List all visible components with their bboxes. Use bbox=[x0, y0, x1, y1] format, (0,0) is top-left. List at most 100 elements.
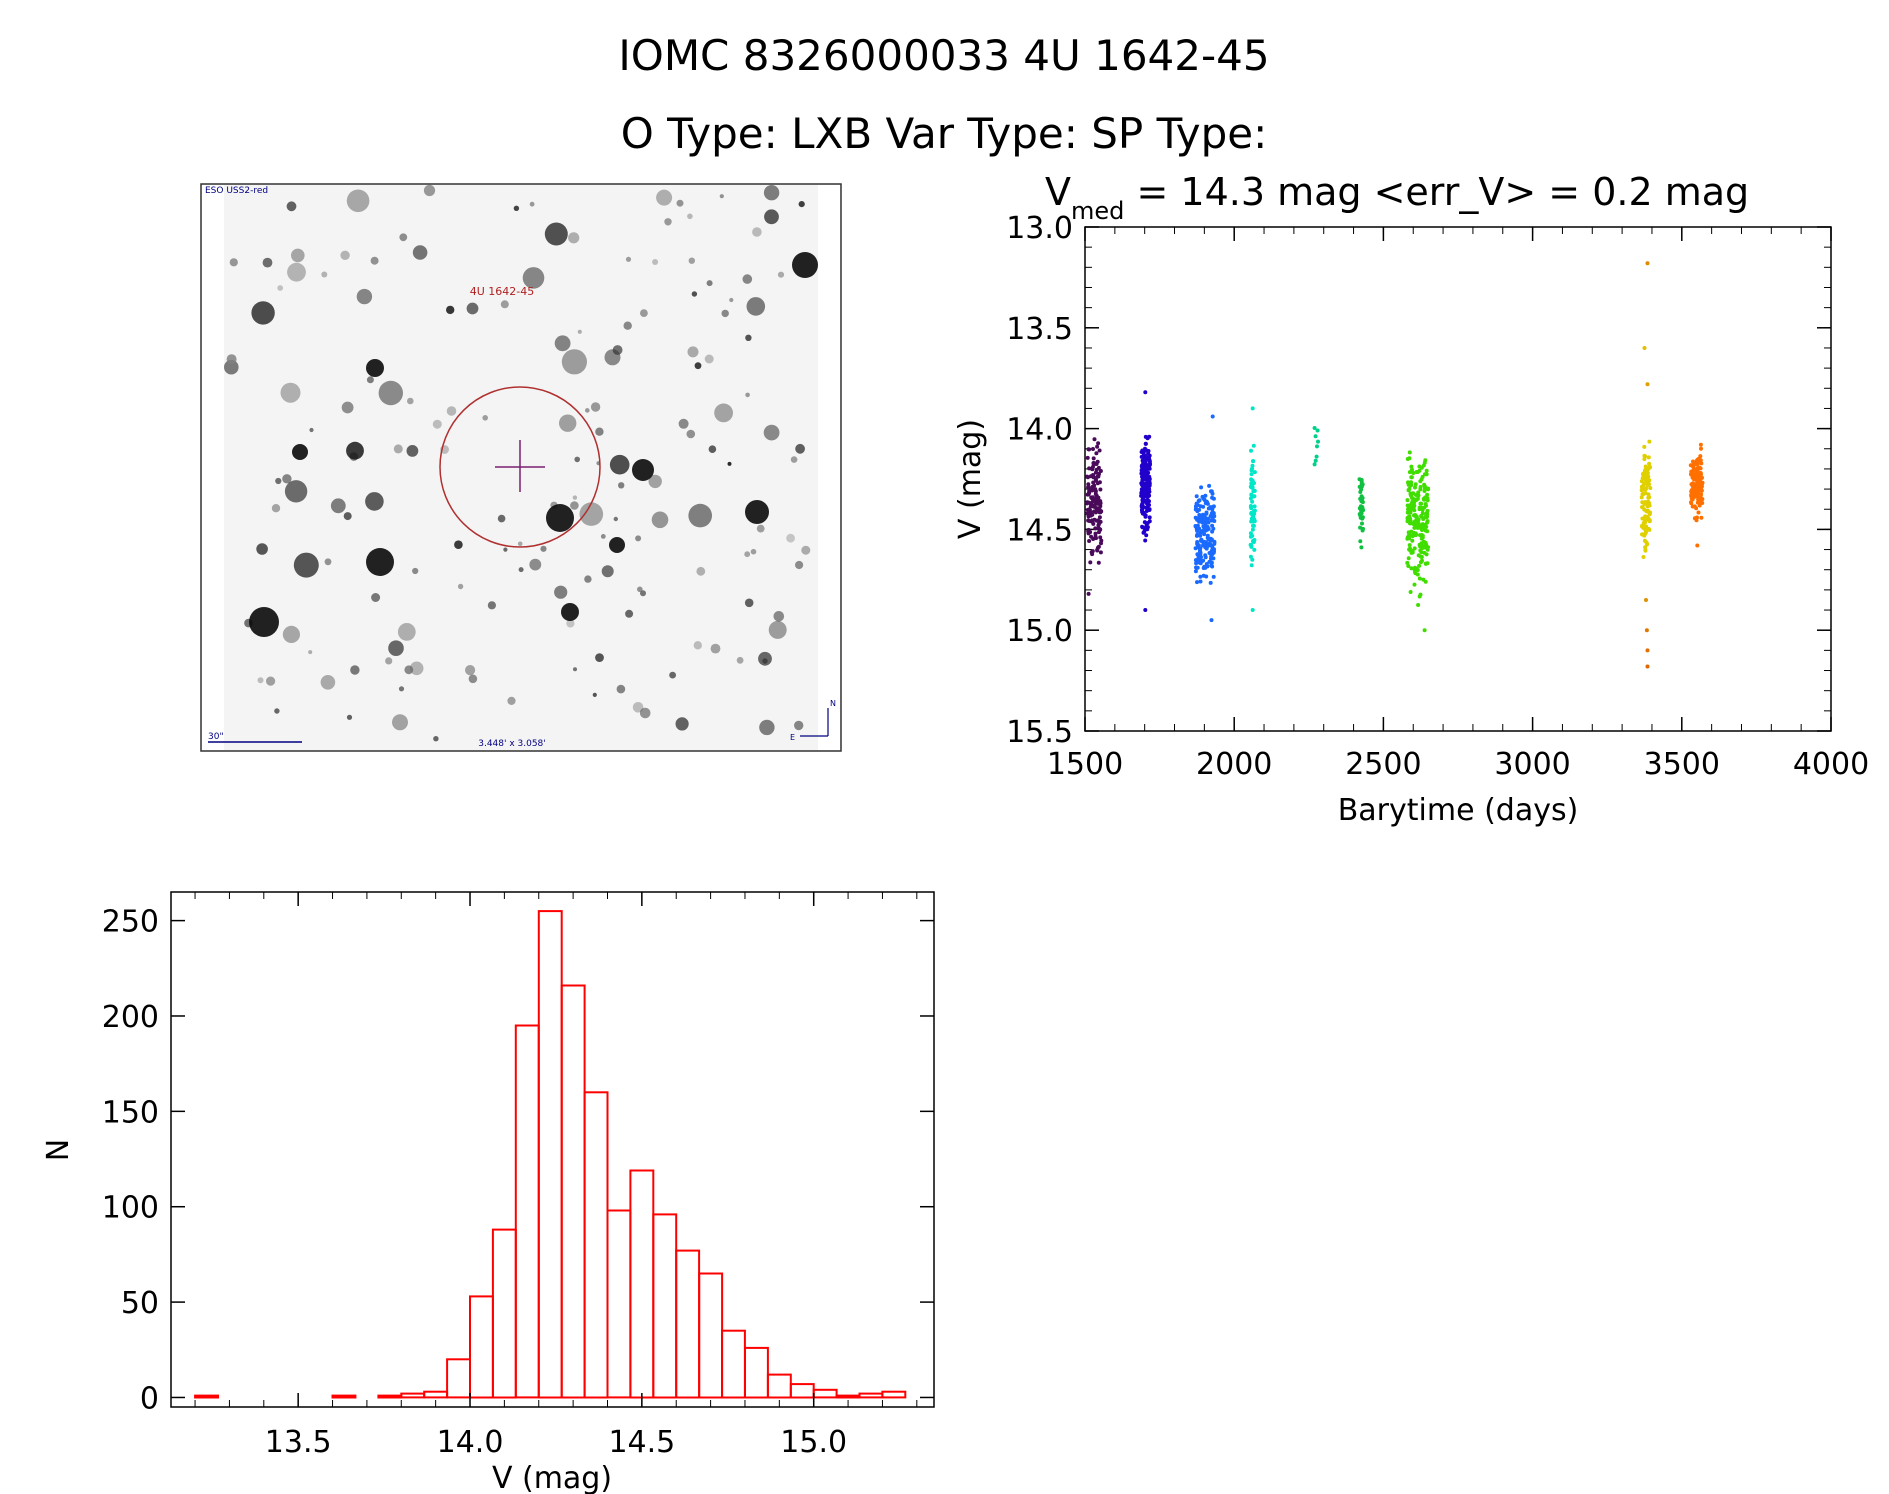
lightcurve-point bbox=[1096, 526, 1101, 531]
lightcurve-point bbox=[1640, 532, 1644, 537]
lightcurve-point bbox=[1143, 476, 1148, 481]
lightcurve-point bbox=[1414, 566, 1419, 571]
finder-star bbox=[566, 619, 575, 628]
finder-star bbox=[349, 452, 359, 461]
lightcurve-point bbox=[1646, 455, 1651, 460]
lightcurve-point bbox=[1423, 502, 1428, 506]
lightcurve-point bbox=[1249, 472, 1254, 477]
lightcurve-point bbox=[1645, 514, 1650, 519]
lightcurve-point bbox=[1097, 507, 1102, 512]
lightcurve-point bbox=[1249, 492, 1254, 497]
lightcurve-point bbox=[1648, 486, 1653, 490]
lightcurve-point bbox=[1249, 477, 1254, 482]
lightcurve-point bbox=[1091, 447, 1095, 451]
lightcurve-point bbox=[1410, 534, 1415, 539]
lightcurve-point bbox=[1416, 493, 1421, 498]
lightcurve-point bbox=[1360, 521, 1364, 526]
lightcurve-point bbox=[1689, 469, 1694, 474]
lightcurve-point bbox=[1093, 531, 1098, 536]
lightcurve-point bbox=[1313, 434, 1318, 439]
lightcurve-point bbox=[1090, 488, 1094, 493]
lightcurve-point bbox=[1096, 465, 1101, 470]
lightcurve-point bbox=[1210, 523, 1215, 528]
lightcurve-point bbox=[1097, 480, 1102, 485]
lightcurve-point bbox=[1315, 444, 1319, 449]
finder-star bbox=[282, 625, 300, 644]
lightcurve-point bbox=[1099, 538, 1104, 543]
finder-star bbox=[517, 541, 523, 547]
finder-star bbox=[640, 590, 646, 597]
lightcurve-point bbox=[1209, 489, 1213, 494]
lightcurve-point bbox=[1641, 491, 1646, 496]
lightcurve-point bbox=[1145, 455, 1150, 460]
lightcurve-point bbox=[1405, 457, 1410, 461]
lightcurve-point bbox=[1407, 517, 1412, 522]
finder-star bbox=[371, 593, 381, 602]
finder-star bbox=[729, 297, 734, 303]
finder-star bbox=[664, 218, 672, 226]
finder-star bbox=[356, 288, 373, 305]
finder-star bbox=[616, 684, 626, 694]
lightcurve-subtitle: Vmed = 14.3 mag <err_V> = 0.2 mag bbox=[1045, 170, 1749, 225]
finder-star bbox=[727, 461, 732, 466]
histogram-ytick-label: 200 bbox=[102, 1000, 159, 1035]
lightcurve-point bbox=[1091, 475, 1096, 480]
lightcurve-point bbox=[1086, 591, 1091, 596]
lightcurve-point bbox=[1409, 529, 1414, 534]
finder-star bbox=[497, 514, 506, 523]
lightcurve-point bbox=[1096, 544, 1101, 549]
finder-star bbox=[756, 524, 765, 533]
lightcurve-point bbox=[1417, 576, 1422, 581]
lightcurve-point bbox=[1144, 533, 1149, 538]
lightcurve-point bbox=[1195, 552, 1200, 557]
lightcurve-point bbox=[1422, 472, 1427, 477]
histogram-bar bbox=[446, 1358, 472, 1399]
finder-star bbox=[257, 677, 264, 684]
lightcurve-ytick-label: 15.0 bbox=[1006, 614, 1073, 649]
lightcurve-point bbox=[1644, 598, 1648, 602]
subtitle-rest: = 14.3 mag <err_V> = 0.2 mag bbox=[1124, 170, 1749, 214]
finder-star bbox=[554, 585, 568, 599]
lightcurve-xtick-label: 3500 bbox=[1644, 747, 1720, 782]
lightcurve-point bbox=[1643, 520, 1648, 525]
finder-star bbox=[370, 256, 379, 265]
lightcurve-point bbox=[1205, 533, 1210, 538]
finder-star bbox=[595, 427, 604, 436]
lightcurve-point bbox=[1641, 525, 1645, 530]
lightcurve-point bbox=[1642, 482, 1647, 487]
finder-star bbox=[487, 601, 496, 610]
finder-star bbox=[518, 567, 524, 573]
lightcurve-ytick-label: 14.5 bbox=[1006, 513, 1073, 548]
compass-east-label: E bbox=[790, 733, 795, 742]
lightcurve-point bbox=[1095, 474, 1100, 479]
finder-star bbox=[676, 199, 684, 207]
lightcurve-point bbox=[1696, 459, 1701, 464]
finder-star bbox=[750, 548, 757, 555]
lightcurve-point bbox=[1420, 528, 1424, 532]
lightcurve-point bbox=[1093, 526, 1098, 531]
lightcurve-point bbox=[1098, 504, 1103, 509]
finder-star bbox=[694, 362, 702, 370]
finder-fov-label: 3.448' x 3.058' bbox=[478, 739, 546, 749]
lightcurve-point bbox=[1096, 441, 1101, 446]
lightcurve-point bbox=[1645, 382, 1650, 387]
lightcurve-point bbox=[1414, 497, 1419, 502]
lightcurve-point bbox=[1208, 580, 1213, 585]
finder-star bbox=[786, 533, 795, 543]
lightcurve-point bbox=[1198, 579, 1203, 584]
lightcurve-point bbox=[1093, 489, 1098, 494]
finder-star bbox=[612, 345, 623, 355]
lightcurve-point bbox=[1642, 538, 1647, 543]
lightcurve-point bbox=[1139, 454, 1144, 459]
lightcurve-point bbox=[1406, 564, 1411, 568]
lightcurve-point bbox=[1203, 565, 1208, 570]
lightcurve-point bbox=[1408, 521, 1412, 526]
lightcurve-point bbox=[1210, 511, 1214, 515]
lightcurve-point bbox=[1210, 515, 1215, 520]
finder-star bbox=[522, 267, 545, 289]
lightcurve-point bbox=[1424, 468, 1429, 473]
lightcurve-point bbox=[1419, 555, 1424, 559]
finder-star bbox=[706, 280, 713, 287]
lightcurve-point bbox=[1359, 497, 1364, 502]
lightcurve-point bbox=[1212, 539, 1217, 544]
